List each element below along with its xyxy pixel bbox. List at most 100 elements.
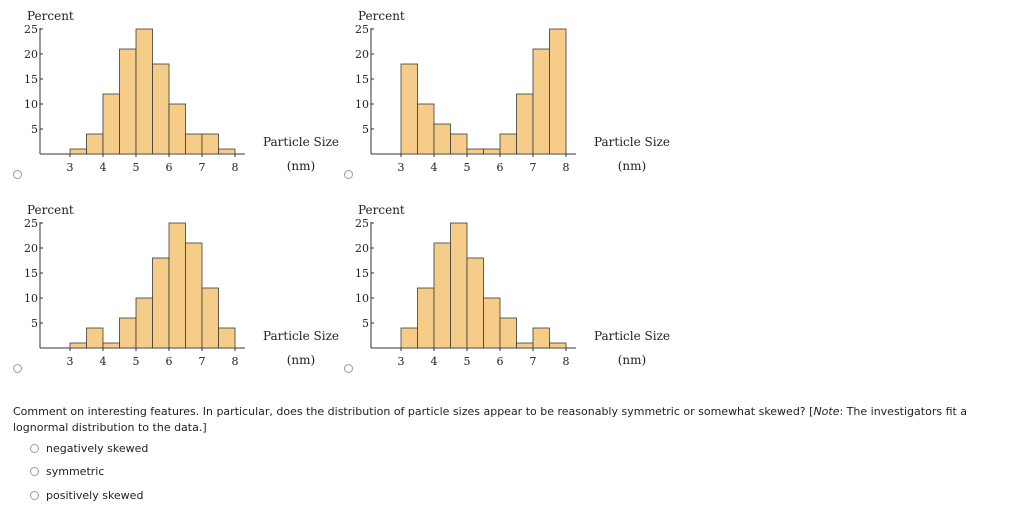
option-negatively-skewed[interactable]: negatively skewed (30, 442, 148, 455)
radio-histogram-c[interactable] (13, 364, 22, 373)
histogram-a: Percent 5 10 15 20 25 3 4 5 6 7 8 Particle Size (nm) (24, 9, 339, 174)
radio-histogram-d[interactable] (344, 364, 353, 373)
histogram-bar (86, 327, 104, 349)
histogram-panel-b: Percent 5 10 15 20 25 3 4 5 6 7 8 Particle Size (nm) (351, 6, 681, 200)
histogram-bar (483, 297, 501, 349)
x-tick-label: 4 (100, 161, 107, 174)
option-label: negatively skewed (46, 442, 149, 455)
x-tick-label: 3 (67, 161, 74, 174)
histogram-bar (102, 342, 120, 349)
histogram-d: Percent 5 10 15 20 25 3 4 5 6 7 8 Particle Size (nm) (355, 203, 670, 368)
radio-histogram-a[interactable] (13, 170, 22, 179)
x-tick-label: 3 (398, 355, 405, 368)
y-tick-label: 15 (24, 267, 38, 280)
histogram-bar (218, 148, 236, 155)
y-tick-label: 20 (355, 48, 369, 61)
histogram-bar (201, 133, 219, 155)
x-tick-label: 6 (166, 161, 173, 174)
histogram-bar (135, 297, 153, 349)
histogram-bar (119, 317, 137, 349)
x-tick-label: 4 (431, 161, 438, 174)
x-tick-label: 6 (497, 355, 504, 368)
histogram-bar (135, 28, 153, 155)
x-axis-unit: (nm) (287, 159, 315, 173)
histogram-bar (450, 133, 468, 155)
y-tick-label: 25 (24, 23, 38, 36)
histogram-c: Percent 5 10 15 20 25 3 4 5 6 7 8 Particle Size (nm) (24, 203, 339, 368)
question-text: Comment on interesting features. In part… (13, 404, 1013, 436)
y-tick-label: 25 (24, 217, 38, 230)
y-tick-label: 25 (355, 23, 369, 36)
histogram-bar (466, 148, 484, 155)
histogram-bar (102, 93, 120, 155)
question-prefix: Comment on interesting features. In part… (13, 405, 814, 418)
histogram-bar (499, 317, 517, 349)
x-axis-unit: (nm) (287, 353, 315, 367)
radio-positively-skewed[interactable] (30, 491, 39, 500)
histogram-bar (549, 342, 567, 349)
x-tick-label: 4 (100, 355, 107, 368)
y-tick-label: 15 (24, 73, 38, 86)
histogram-bar (532, 327, 550, 349)
x-tick-label: 5 (464, 355, 471, 368)
option-label: positively skewed (46, 489, 144, 502)
question-suffix: : The investigators fit a lognormal dist… (13, 405, 968, 434)
x-tick-label: 7 (199, 355, 206, 368)
y-tick-label: 10 (355, 292, 369, 305)
histogram-bar (516, 342, 534, 349)
y-tick-label: 5 (362, 317, 369, 330)
histogram-bar (185, 242, 203, 349)
y-tick-label: 10 (24, 292, 38, 305)
option-label: symmetric (46, 465, 105, 478)
histogram-bar (185, 133, 203, 155)
x-tick-label: 5 (133, 355, 140, 368)
y-tick-label: 20 (355, 242, 369, 255)
y-tick-label: 10 (355, 98, 369, 111)
y-axis-title: Percent (27, 9, 74, 23)
y-tick-label: 5 (31, 317, 38, 330)
x-tick-label: 6 (166, 355, 173, 368)
y-tick-label: 25 (355, 217, 369, 230)
x-tick-label: 4 (431, 355, 438, 368)
option-positively-skewed[interactable]: positively skewed (30, 489, 143, 502)
x-tick-label: 6 (497, 161, 504, 174)
x-tick-label: 8 (563, 355, 570, 368)
histogram-bar (400, 327, 418, 349)
histogram-bar (532, 48, 550, 155)
histogram-bar (152, 63, 170, 155)
histogram-bar (400, 63, 418, 155)
y-tick-label: 15 (355, 267, 369, 280)
y-tick-label: 20 (24, 48, 38, 61)
radio-negatively-skewed[interactable] (30, 444, 39, 453)
x-tick-label: 5 (464, 161, 471, 174)
x-tick-label: 3 (398, 161, 405, 174)
y-tick-label: 5 (362, 123, 369, 136)
y-tick-label: 5 (31, 123, 38, 136)
x-tick-label: 8 (232, 161, 239, 174)
histogram-bar (499, 133, 517, 155)
x-tick-label: 7 (530, 161, 537, 174)
radio-symmetric[interactable] (30, 467, 39, 476)
histogram-bar (69, 148, 87, 155)
x-axis-title: Particle Size (263, 329, 339, 343)
histogram-bar (201, 287, 219, 349)
question-note-label: Note (813, 405, 840, 418)
histogram-bar (152, 257, 170, 349)
histogram-bar (119, 48, 137, 155)
option-symmetric[interactable]: symmetric (30, 465, 104, 478)
y-tick-label: 15 (355, 73, 369, 86)
x-axis-unit: (nm) (618, 159, 646, 173)
radio-histogram-b[interactable] (344, 170, 353, 179)
y-tick-label: 20 (24, 242, 38, 255)
histogram-panel-c: Percent 5 10 15 20 25 3 4 5 6 7 8 Particle Size (nm) (20, 200, 350, 394)
y-tick-label: 10 (24, 98, 38, 111)
x-axis-title: Particle Size (594, 135, 670, 149)
histogram-bar (450, 222, 468, 349)
x-axis-unit: (nm) (618, 353, 646, 367)
histogram-bar (417, 287, 435, 349)
y-axis-title: Percent (358, 9, 405, 23)
x-axis-title: Particle Size (594, 329, 670, 343)
histogram-bar (466, 257, 484, 349)
histogram-panel-a: Percent 5 10 15 20 25 3 4 5 6 7 8 Particle Size (nm) (20, 6, 350, 200)
histogram-bar (168, 103, 186, 155)
